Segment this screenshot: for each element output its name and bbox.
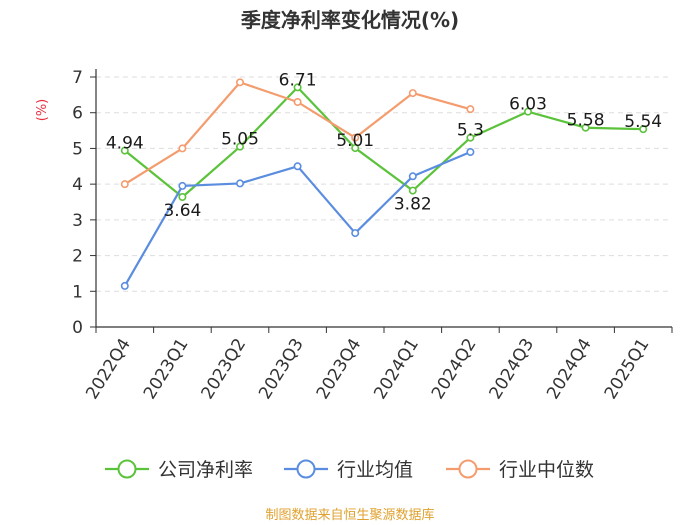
data-point — [351, 144, 360, 153]
y-tick-label: 5 — [72, 139, 83, 159]
data-point — [236, 78, 245, 87]
data-label: 5.05 — [221, 130, 259, 150]
series-line-0 — [124, 86, 644, 199]
data-point — [293, 98, 302, 107]
legend-marker — [458, 459, 478, 479]
data-point — [120, 146, 129, 155]
data-point — [523, 107, 532, 116]
data-point — [236, 179, 245, 188]
chart-title: 季度净利率变化情况(%) — [240, 8, 460, 32]
y-tick-label: 2 — [72, 247, 83, 267]
y-tick-label: 6 — [72, 104, 83, 124]
data-source-note: 制图数据来自恒生聚源数据库 — [265, 508, 435, 523]
x-tick-label: 2024Q2 — [428, 335, 481, 403]
legend-label: 公司净利率 — [158, 459, 253, 481]
data-label: 3.64 — [163, 201, 201, 221]
data-label: 5.3 — [457, 121, 484, 141]
x-tick-label: 2024Q1 — [370, 335, 423, 403]
x-tick-label: 2023Q4 — [313, 335, 366, 403]
x-tick-label: 2023Q3 — [255, 335, 308, 403]
data-point — [236, 142, 245, 151]
data-label: 3.82 — [394, 195, 432, 215]
legend-label: 行业中位数 — [499, 459, 594, 481]
data-point — [178, 144, 187, 153]
data-label: 5.54 — [624, 112, 662, 132]
data-label: 6.03 — [509, 95, 547, 115]
data-point — [408, 89, 417, 98]
x-tick-label: 2024Q4 — [543, 335, 596, 403]
data-label: 4.94 — [106, 134, 144, 154]
y-tick-label: 4 — [72, 175, 83, 195]
data-label: 5.01 — [336, 131, 374, 151]
data-point — [639, 125, 648, 134]
legend-marker — [117, 459, 137, 479]
data-label: 5.58 — [567, 111, 605, 131]
data-point — [408, 172, 417, 181]
y-tick-label: 7 — [72, 68, 83, 88]
x-tick-label: 2025Q1 — [601, 335, 654, 403]
y-tick-label: 1 — [72, 282, 83, 302]
data-point — [351, 229, 360, 238]
data-point — [581, 123, 590, 132]
data-point — [120, 180, 129, 189]
x-tick-label: 2022Q4 — [82, 335, 135, 403]
data-point — [120, 281, 129, 290]
data-point — [178, 193, 187, 202]
x-tick-label: 2023Q1 — [140, 335, 193, 403]
data-point — [466, 133, 475, 142]
data-point — [293, 162, 302, 171]
data-point — [293, 83, 302, 92]
y-tick-label: 3 — [72, 211, 83, 231]
data-point — [408, 186, 417, 195]
data-point — [466, 105, 475, 114]
data-point — [351, 133, 360, 142]
data-point — [178, 181, 187, 190]
legend-marker — [296, 459, 316, 479]
data-point — [466, 148, 475, 157]
x-tick-label: 2023Q2 — [198, 335, 251, 403]
x-tick-label: 2024Q3 — [486, 335, 539, 403]
data-label: 6.71 — [279, 70, 317, 90]
y-tick-label: 0 — [72, 318, 83, 338]
y-axis-label: (%) — [35, 99, 50, 122]
legend-label: 行业均值 — [337, 459, 413, 481]
